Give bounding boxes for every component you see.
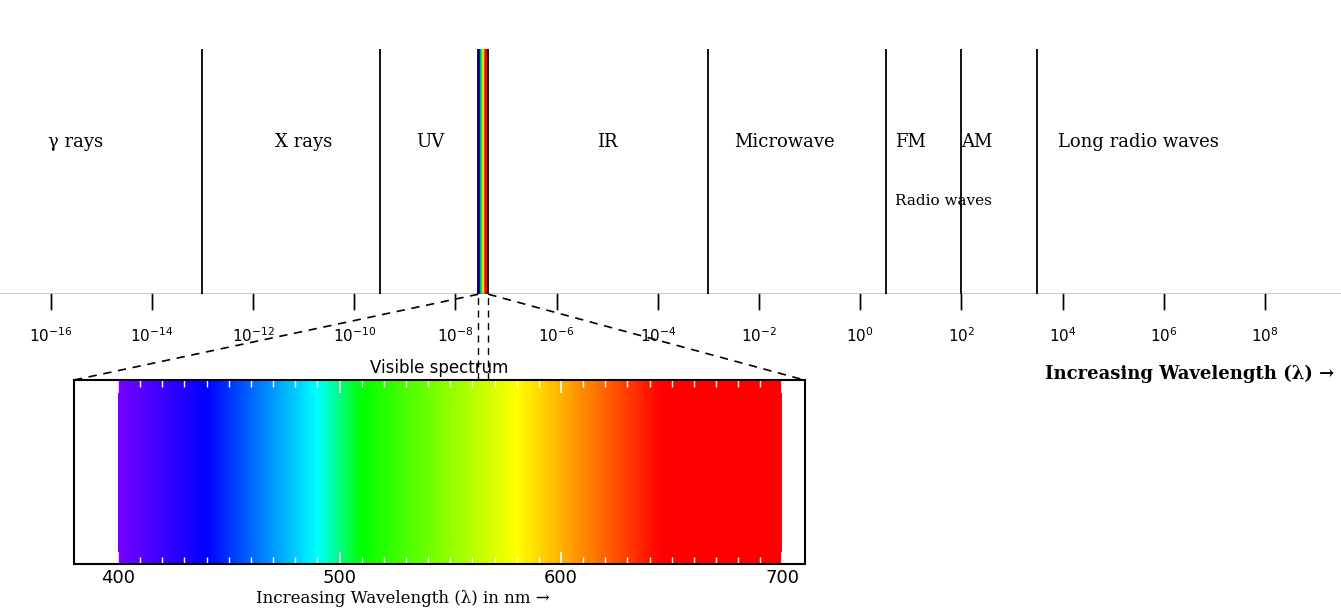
Text: Radio waves: Radio waves	[896, 194, 992, 208]
Text: $10^{2}$: $10^{2}$	[948, 326, 975, 345]
Text: Visible spectrum: Visible spectrum	[370, 359, 508, 377]
Text: Long radio waves: Long radio waves	[1058, 133, 1219, 151]
Text: Increasing Wavelength (λ) in nm →: Increasing Wavelength (λ) in nm →	[256, 590, 550, 607]
Text: X rays: X rays	[275, 133, 333, 151]
Text: $10^{4}$: $10^{4}$	[1049, 326, 1077, 345]
Text: $10^{8}$: $10^{8}$	[1251, 326, 1279, 345]
Text: IR: IR	[597, 133, 617, 151]
Text: FM: FM	[896, 133, 927, 151]
Text: $10^{-16}$: $10^{-16}$	[30, 326, 72, 345]
Text: Increasing Wavelength (λ) →: Increasing Wavelength (λ) →	[1045, 365, 1334, 383]
Text: $10^{-8}$: $10^{-8}$	[437, 326, 473, 345]
Text: $10^{0}$: $10^{0}$	[846, 326, 874, 345]
Text: $10^{6}$: $10^{6}$	[1151, 326, 1177, 345]
Text: $10^{-14}$: $10^{-14}$	[130, 326, 173, 345]
Text: AM: AM	[961, 133, 992, 151]
Text: $10^{-12}$: $10^{-12}$	[232, 326, 275, 345]
Text: $10^{-2}$: $10^{-2}$	[742, 326, 778, 345]
Text: $10^{-4}$: $10^{-4}$	[640, 326, 676, 345]
Text: Microwave: Microwave	[734, 133, 834, 151]
Text: $10^{-6}$: $10^{-6}$	[538, 326, 575, 345]
Text: $10^{-10}$: $10^{-10}$	[333, 326, 375, 345]
Text: UV: UV	[416, 133, 444, 151]
Text: γ rays: γ rays	[48, 133, 103, 151]
